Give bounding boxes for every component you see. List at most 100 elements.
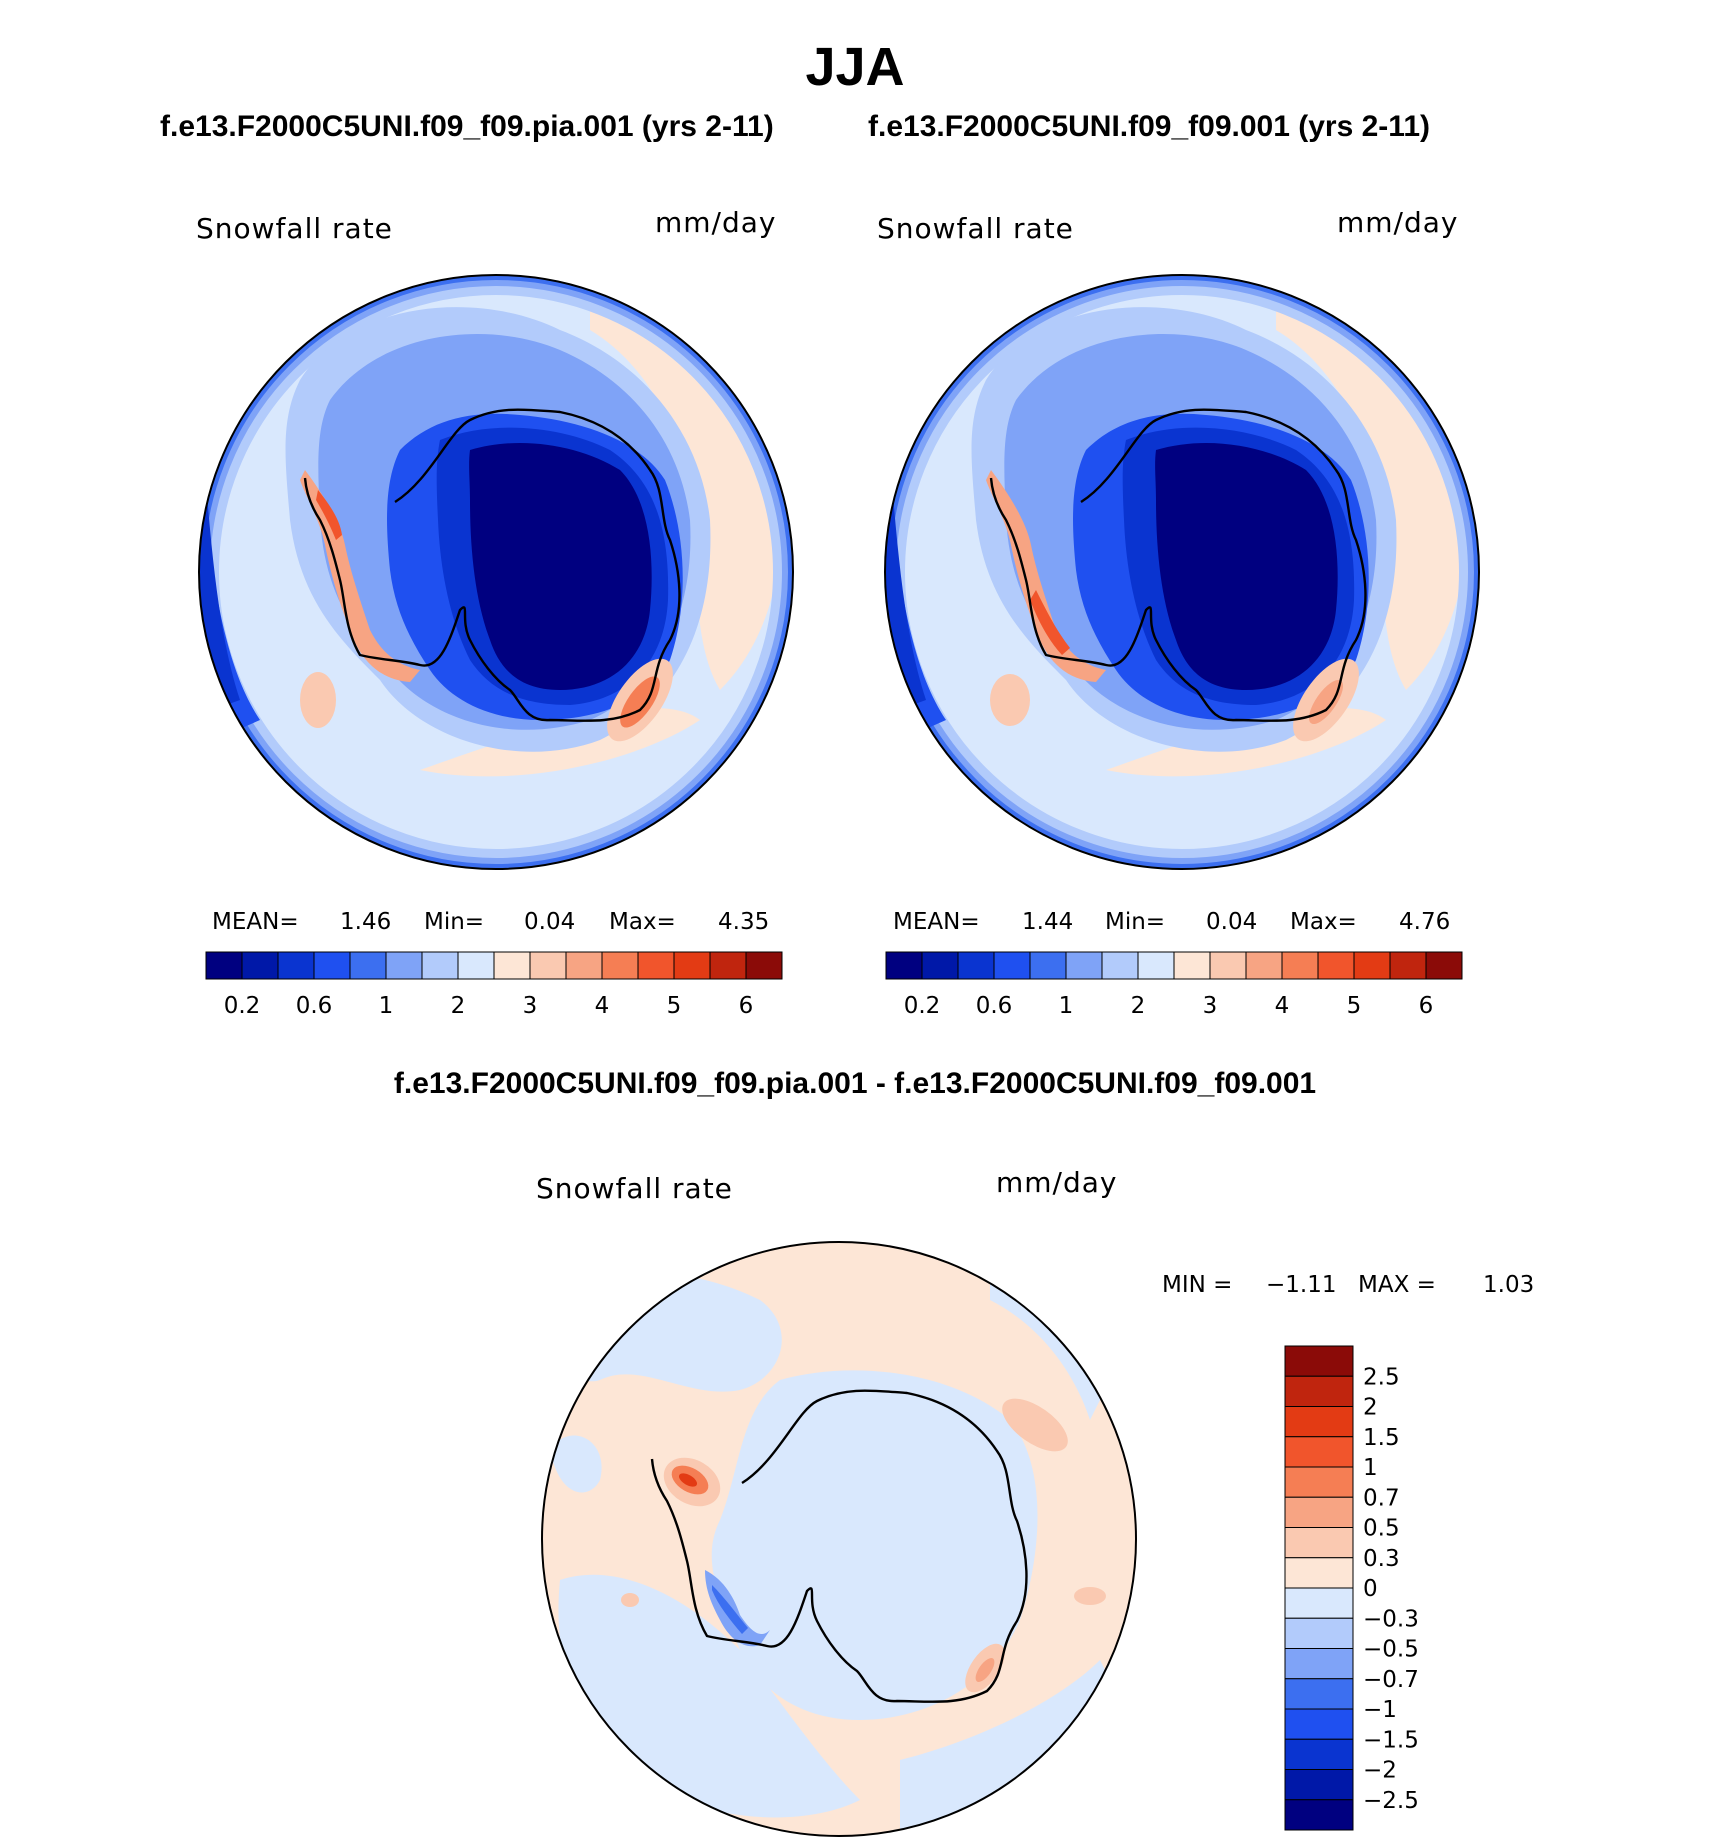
panel-2-colorbar-swatch bbox=[1209, 951, 1247, 980]
panel-2-mean-label: MEAN= bbox=[893, 909, 980, 935]
panel-2-max-label: Max= bbox=[1290, 909, 1357, 935]
difference-colorbar-tick-label: −0.7 bbox=[1363, 1667, 1419, 1693]
difference-colorbar-tick-label: 2.5 bbox=[1363, 1364, 1400, 1390]
panel-2-colorbar-swatch bbox=[993, 951, 1031, 980]
difference-max-label: MAX = bbox=[1358, 1272, 1436, 1298]
panel-1-colorbar-swatch bbox=[313, 951, 351, 980]
panel-2-colorbar-tick-label: 3 bbox=[1203, 993, 1218, 1019]
difference-colorbar-swatch bbox=[1284, 1617, 1354, 1649]
difference-variable-label: Snowfall rate bbox=[536, 1172, 733, 1205]
figure-title: JJA bbox=[805, 37, 905, 97]
panel-1-colorbar-swatch bbox=[745, 951, 783, 980]
panel-1-case-title: f.e13.F2000C5UNI.f09_f09.pia.001 (yrs 2-… bbox=[160, 110, 774, 143]
panel-2-min-value: 0.04 bbox=[1206, 909, 1258, 935]
difference-colorbar: 2.5 2 1.5 1 0.7 0.5 0.3 0 −0.3 −0.5 −0.7 −1 −1.5 −2 −2… bbox=[1284, 1345, 1419, 1831]
difference-colorbar-swatch bbox=[1284, 1466, 1354, 1498]
difference-colorbar-swatch bbox=[1284, 1648, 1354, 1680]
difference-colorbar-tick-label: −0.3 bbox=[1363, 1606, 1419, 1632]
panel-2-colorbar-tick-label: 2 bbox=[1131, 993, 1146, 1019]
panel-2-variable-label: Snowfall rate bbox=[877, 212, 1074, 245]
panel-2-colorbar-swatch bbox=[885, 951, 923, 980]
difference-colorbar-swatch bbox=[1284, 1496, 1354, 1528]
panel-2-colorbar-tick-label: 4 bbox=[1275, 993, 1290, 1019]
panel-2-colorbar-swatch bbox=[1425, 951, 1463, 980]
difference-colorbar-tick-label: −2.5 bbox=[1363, 1788, 1419, 1814]
panel-2-colorbar-swatch bbox=[957, 951, 995, 980]
panel-2-colorbar-swatch bbox=[1317, 951, 1355, 980]
panel-2-colorbar-tick-label: 0.2 bbox=[904, 993, 941, 1019]
panel-2-colorbar-swatch bbox=[1389, 951, 1427, 980]
difference-colorbar-tick-label: 1 bbox=[1363, 1455, 1378, 1481]
panel-1-colorbar-swatch bbox=[493, 951, 531, 980]
panel-2-colorbar-tick-label: 1 bbox=[1059, 993, 1074, 1019]
panel-1-colorbar-swatch bbox=[241, 951, 279, 980]
difference-min-label: MIN = bbox=[1162, 1272, 1233, 1298]
panel-1-min-label: Min= bbox=[424, 909, 485, 935]
panel-2-case-title: f.e13.F2000C5UNI.f09_f09.001 (yrs 2-11) bbox=[868, 110, 1431, 143]
panel-1-variable-label: Snowfall rate bbox=[196, 212, 393, 245]
difference-min-value: −1.11 bbox=[1266, 1272, 1337, 1298]
difference-colorbar-swatch bbox=[1284, 1738, 1354, 1770]
panel-1-colorbar-swatch bbox=[565, 951, 603, 980]
panel-1-map-border bbox=[198, 274, 794, 870]
panel-2-colorbar: 0.2 0.6 1 2 3 4 5 6 bbox=[885, 951, 1463, 1019]
difference-colorbar-tick-label: 0 bbox=[1363, 1576, 1378, 1602]
panel-2-colorbar-swatch bbox=[921, 951, 959, 980]
panel-1-max-value: 4.35 bbox=[718, 909, 770, 935]
panel-1-colorbar-swatch bbox=[673, 951, 711, 980]
difference-colorbar-tick-label: −2 bbox=[1363, 1758, 1397, 1784]
panel-1-colorbar-swatch bbox=[421, 951, 459, 980]
difference-map bbox=[541, 1241, 1137, 1837]
panel-1-colorbar-tick-label: 0.2 bbox=[224, 993, 261, 1019]
panel-1-colorbar-tick-label: 5 bbox=[667, 993, 682, 1019]
difference-map-border bbox=[541, 1241, 1137, 1837]
panel-1-colorbar-swatch bbox=[529, 951, 567, 980]
panel-2-colorbar-swatch bbox=[1353, 951, 1391, 980]
panel-2-mean-value: 1.44 bbox=[1022, 909, 1074, 935]
panel-2-max-value: 4.76 bbox=[1399, 909, 1451, 935]
panel-1-colorbar-swatch bbox=[601, 951, 639, 980]
difference-colorbar-swatch bbox=[1284, 1557, 1354, 1589]
difference-colorbar-tick-label: −1.5 bbox=[1363, 1727, 1419, 1753]
panel-1-colorbar-tick-label: 2 bbox=[451, 993, 466, 1019]
panel-2-map-border bbox=[884, 274, 1480, 870]
panel-1-mean-label: MEAN= bbox=[212, 909, 299, 935]
difference-colorbar-swatch bbox=[1284, 1678, 1354, 1710]
panel-1-colorbar-swatch bbox=[385, 951, 423, 980]
difference-colorbar-tick-label: 2 bbox=[1363, 1395, 1378, 1421]
panel-2-colorbar-swatch bbox=[1245, 951, 1283, 980]
difference-colorbar-swatch bbox=[1284, 1769, 1354, 1801]
panel-1-colorbar-tick-label: 4 bbox=[595, 993, 610, 1019]
difference-colorbar-swatch bbox=[1284, 1587, 1354, 1619]
panel-1-colorbar-swatch bbox=[277, 951, 315, 980]
panel-1-mean-value: 1.46 bbox=[340, 909, 392, 935]
difference-colorbar-swatch bbox=[1284, 1406, 1354, 1438]
panel-2-colorbar-swatch bbox=[1281, 951, 1319, 980]
panel-2-units-label: mm/day bbox=[1337, 206, 1459, 239]
panel-1-max-label: Max= bbox=[609, 909, 676, 935]
panel-1-colorbar-tick-label: 1 bbox=[379, 993, 394, 1019]
panel-2-colorbar-swatch bbox=[1065, 951, 1103, 980]
difference-colorbar-swatch bbox=[1284, 1799, 1354, 1831]
panel-2-colorbar-tick-label: 0.6 bbox=[976, 993, 1013, 1019]
difference-colorbar-swatch bbox=[1284, 1436, 1354, 1468]
panel-2-colorbar-swatch bbox=[1101, 951, 1139, 980]
panel-2-map bbox=[884, 274, 1480, 870]
difference-colorbar-tick-label: 0.5 bbox=[1363, 1516, 1400, 1542]
panel-2-colorbar-swatch bbox=[1137, 951, 1175, 980]
panel-2-colorbar-tick-label: 5 bbox=[1347, 993, 1362, 1019]
difference-colorbar-tick-label: 0.7 bbox=[1363, 1485, 1400, 1511]
difference-colorbar-swatch bbox=[1284, 1345, 1354, 1377]
difference-max-value: 1.03 bbox=[1483, 1272, 1535, 1298]
panel-2-colorbar-swatch bbox=[1029, 951, 1067, 980]
panel-1-colorbar-tick-label: 0.6 bbox=[296, 993, 333, 1019]
difference-colorbar-tick-label: −0.5 bbox=[1363, 1637, 1419, 1663]
panel-1-colorbar-tick-label: 3 bbox=[523, 993, 538, 1019]
panel-1-colorbar-swatch bbox=[205, 951, 243, 980]
panel-1-colorbar-swatch bbox=[709, 951, 747, 980]
difference-colorbar-tick-label: 0.3 bbox=[1363, 1546, 1400, 1572]
panel-1-colorbar-swatch bbox=[457, 951, 495, 980]
panel-1-colorbar-swatch bbox=[349, 951, 387, 980]
difference-colorbar-swatch bbox=[1284, 1527, 1354, 1559]
